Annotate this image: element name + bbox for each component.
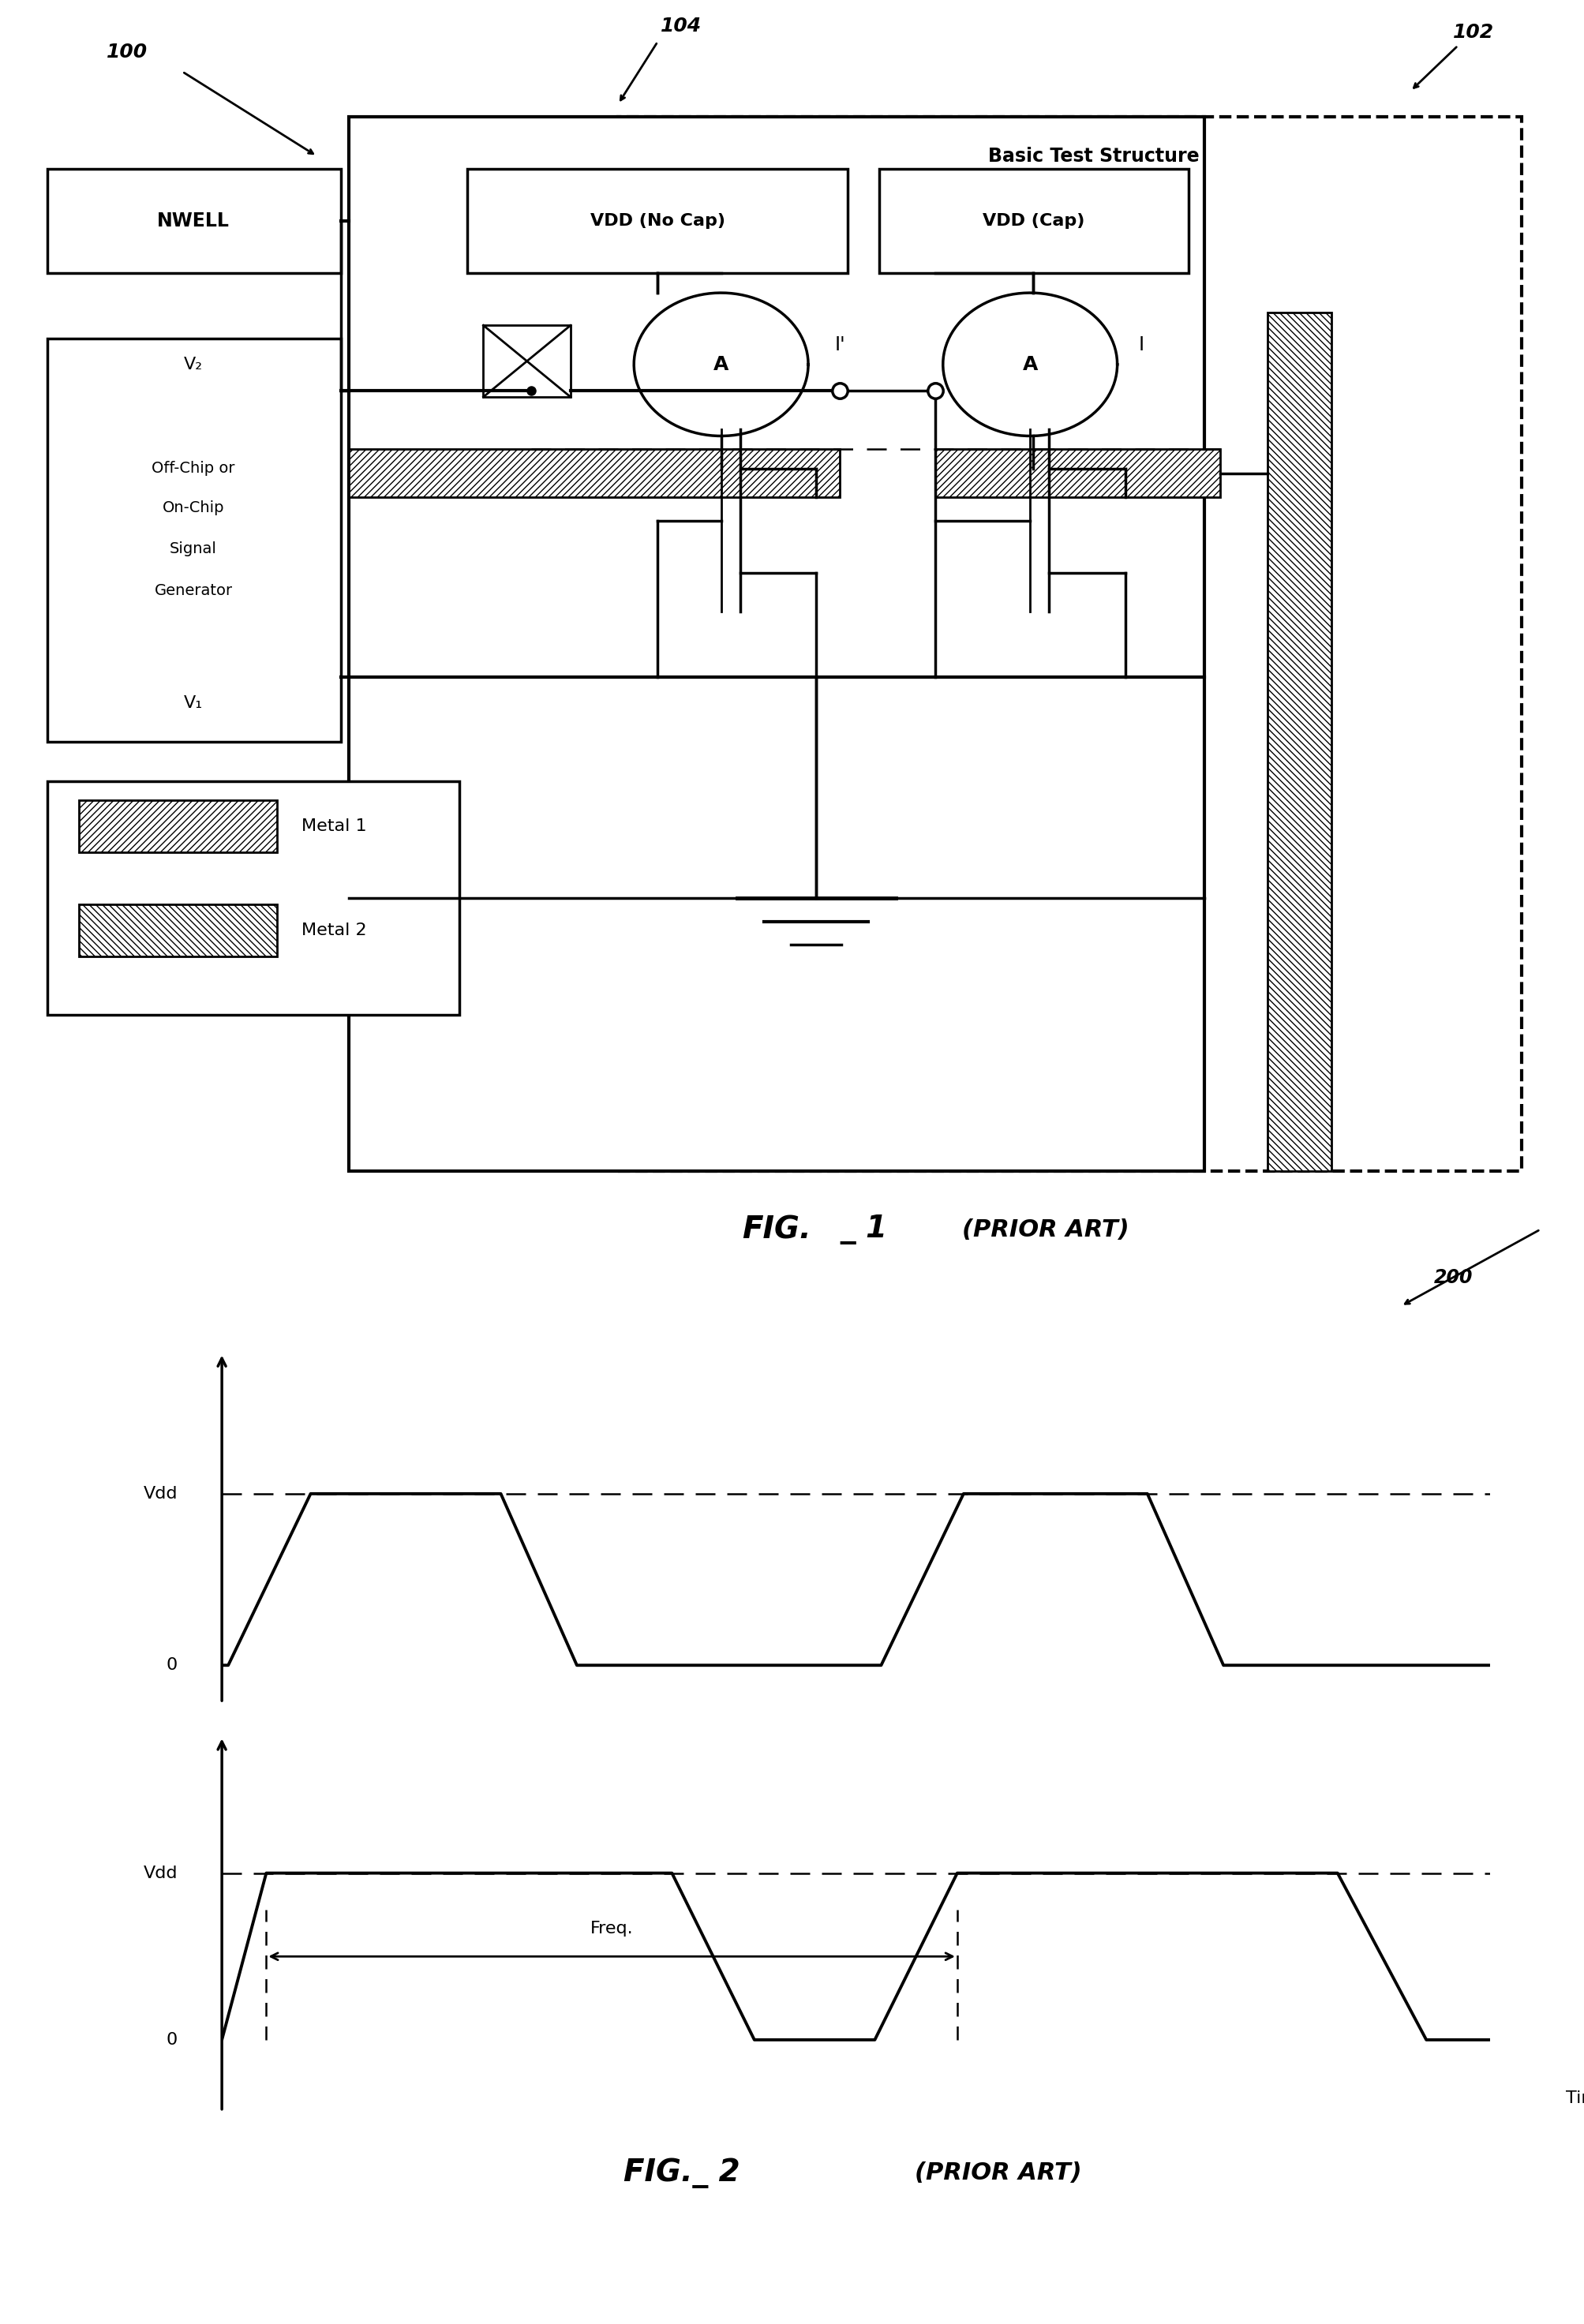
Text: Basic Test Structure: Basic Test Structure <box>987 146 1199 165</box>
Text: 200: 200 <box>1434 1269 1473 1287</box>
Polygon shape <box>79 904 277 957</box>
Polygon shape <box>467 170 847 274</box>
Text: V₁: V₁ <box>184 695 203 711</box>
Text: Vdd: Vdd <box>143 1485 177 1501</box>
Text: NWELL: NWELL <box>157 211 230 230</box>
Text: VDD (Cap): VDD (Cap) <box>982 214 1083 230</box>
Polygon shape <box>879 170 1188 274</box>
Text: A: A <box>1022 356 1038 374</box>
Polygon shape <box>1267 311 1331 1171</box>
Polygon shape <box>935 449 1220 497</box>
Polygon shape <box>48 781 459 1016</box>
Text: 100: 100 <box>106 42 147 60</box>
Text: I': I' <box>835 335 844 353</box>
Text: Metal 1: Metal 1 <box>301 818 366 834</box>
Text: I: I <box>1137 335 1144 353</box>
Text: 102: 102 <box>1453 23 1494 42</box>
Polygon shape <box>618 116 1521 1171</box>
Text: Generator: Generator <box>154 583 233 597</box>
Text: (PRIOR ART): (PRIOR ART) <box>914 2161 1082 2185</box>
Polygon shape <box>483 325 570 397</box>
Polygon shape <box>348 116 1204 1171</box>
Text: Off-Chip or: Off-Chip or <box>152 460 234 476</box>
Polygon shape <box>48 339 341 741</box>
Text: Time: Time <box>1565 2089 1584 2106</box>
Text: 0: 0 <box>166 2031 177 2047</box>
Text: 104: 104 <box>661 16 702 35</box>
Polygon shape <box>348 449 840 497</box>
Polygon shape <box>79 799 277 853</box>
Text: FIG._ 2: FIG._ 2 <box>623 2157 740 2189</box>
Text: V₂: V₂ <box>184 356 203 372</box>
Text: 0: 0 <box>166 1657 177 1673</box>
Text: On-Chip: On-Chip <box>162 500 225 516</box>
Text: Signal: Signal <box>169 541 217 558</box>
Text: FIG.: FIG. <box>741 1215 811 1246</box>
Text: A: A <box>713 356 729 374</box>
Text: Metal 2: Metal 2 <box>301 923 366 939</box>
Text: Freq.: Freq. <box>589 1920 634 1936</box>
Text: (PRIOR ART): (PRIOR ART) <box>961 1218 1129 1241</box>
Text: Vdd: Vdd <box>143 1866 177 1880</box>
Text: _ 1: _ 1 <box>840 1215 887 1246</box>
Polygon shape <box>48 170 341 274</box>
Text: VDD (No Cap): VDD (No Cap) <box>589 214 725 230</box>
